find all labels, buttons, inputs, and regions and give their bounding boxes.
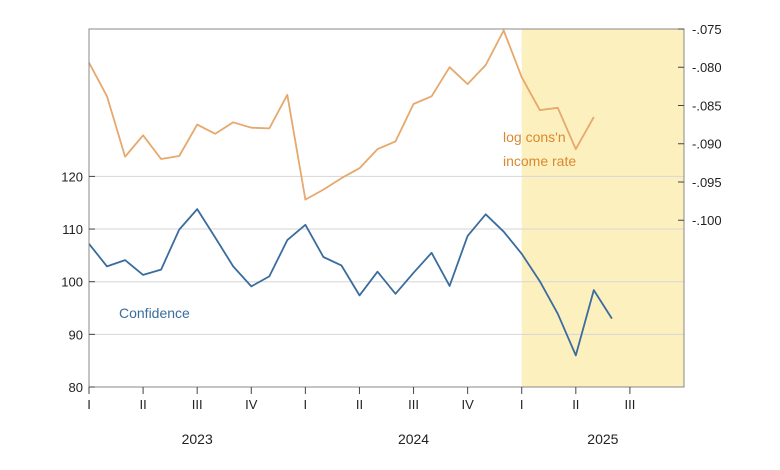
right-tick-label-0: -.100: [692, 213, 722, 228]
left-tick-label-120: 120: [61, 169, 83, 184]
left-axis: 80 90 100 110 120: [61, 169, 95, 395]
series-line-income-rate: [88, 29, 595, 201]
left-tick-label-100: 100: [61, 275, 83, 290]
right-tick-label-3: -.085: [692, 98, 722, 113]
annotation-income-line1: log cons'n: [503, 129, 566, 145]
right-tick-label-5: -.075: [692, 22, 722, 37]
x-tick-label-0: I: [87, 397, 91, 412]
x-tick-label-7: IV: [461, 397, 474, 412]
left-tick-label-90: 90: [69, 327, 83, 342]
x-tick-label-3: IV: [245, 397, 258, 412]
left-tick-label-80: 80: [69, 380, 83, 395]
right-tick-label-4: -.080: [692, 60, 722, 75]
x-tick-label-2: III: [192, 397, 203, 412]
x-tick-label-4: I: [304, 397, 308, 412]
series-layer: [88, 29, 613, 357]
x-tick-label-9: II: [572, 397, 579, 412]
series-line-confidence: [88, 208, 613, 357]
right-axis: -.100 -.095 -.090 -.085 -.080 -.075: [678, 22, 722, 228]
right-tick-label-2: -.090: [692, 137, 722, 152]
x-tick-label-6: III: [408, 397, 419, 412]
right-tick-label-1: -.095: [692, 175, 722, 190]
x-tick-label-10: III: [624, 397, 635, 412]
x-tick-label-1: II: [139, 397, 146, 412]
year-label-2023: 2023: [182, 431, 213, 447]
annotation-confidence: Confidence: [119, 305, 190, 321]
shaded-region: [521, 29, 684, 387]
year-label-2024: 2024: [398, 431, 429, 447]
left-tick-label-110: 110: [62, 222, 83, 237]
annotation-income-line2: income rate: [503, 153, 576, 169]
year-label-2025: 2025: [587, 431, 618, 447]
x-tick-label-8: I: [520, 397, 524, 412]
x-tick-label-5: II: [356, 397, 363, 412]
plot-frame: [88, 28, 685, 388]
